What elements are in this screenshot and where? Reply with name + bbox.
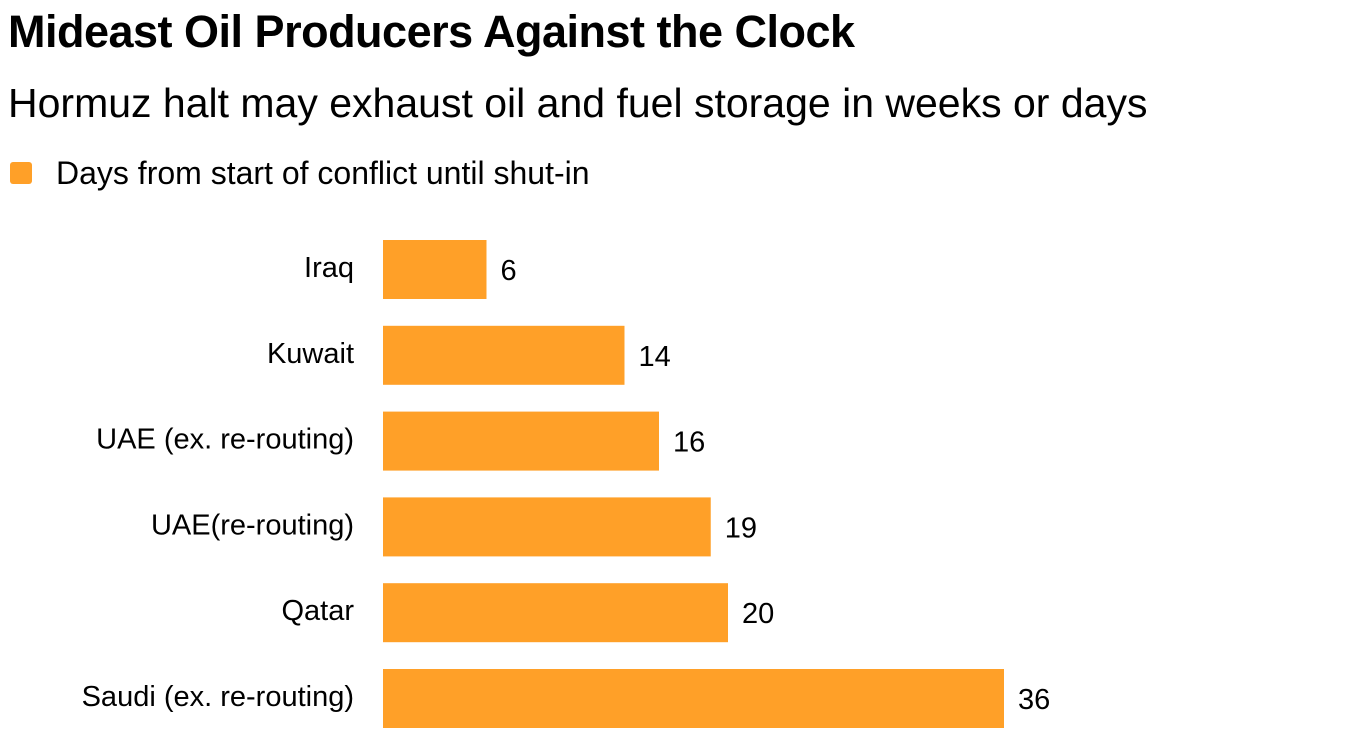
value-label: 16 xyxy=(673,427,705,459)
category-label: Saudi (ex. re-routing) xyxy=(82,681,354,713)
bar-1 xyxy=(383,325,625,385)
category-label: UAE (ex. re-routing) xyxy=(96,424,354,456)
bar-5 xyxy=(383,669,1004,728)
value-label: 20 xyxy=(742,598,774,630)
chart-subtitle: Hormuz halt may exhaust oil and fuel sto… xyxy=(8,80,1148,126)
legend: Days from start of conflict until shut-i… xyxy=(10,153,590,193)
bar-0 xyxy=(383,240,487,299)
value-label: 14 xyxy=(639,341,671,373)
bar-3 xyxy=(383,497,711,557)
category-label: Qatar xyxy=(281,595,354,627)
legend-swatch xyxy=(10,162,32,184)
value-label: 6 xyxy=(501,255,517,287)
legend-label: Days from start of conflict until shut-i… xyxy=(56,154,590,191)
category-label: Iraq xyxy=(304,252,354,284)
bar-4 xyxy=(383,583,728,643)
value-label: 19 xyxy=(725,512,757,544)
chart-title: Mideast Oil Producers Against the Clock xyxy=(8,6,855,57)
category-label: UAE(re-routing) xyxy=(151,509,354,541)
bar-2 xyxy=(383,411,659,471)
value-label: 36 xyxy=(1018,684,1050,716)
category-label: Kuwait xyxy=(267,338,354,370)
